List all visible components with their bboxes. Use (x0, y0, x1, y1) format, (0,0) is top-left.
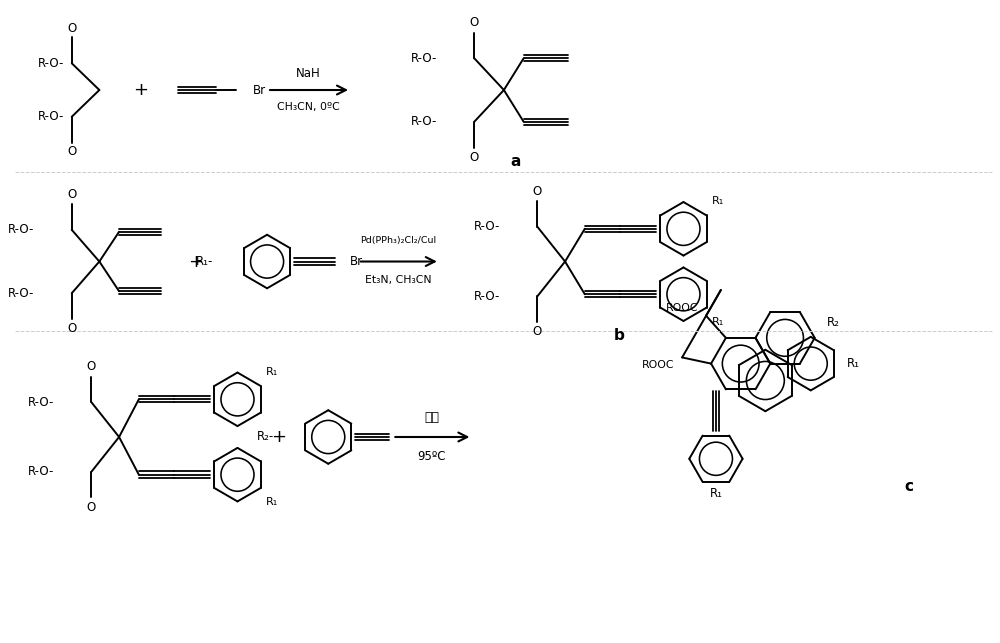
Text: R-O-: R-O- (474, 290, 500, 303)
Text: O: O (67, 22, 76, 35)
Text: O: O (470, 16, 479, 29)
Text: R₁: R₁ (712, 196, 724, 206)
Text: R₁-: R₁- (195, 255, 213, 268)
Text: 95ºC: 95ºC (418, 450, 446, 464)
Text: R₂: R₂ (827, 316, 839, 329)
Text: 甲苯: 甲苯 (424, 411, 439, 424)
Text: R-O-: R-O- (28, 396, 54, 409)
Text: ROOC: ROOC (642, 360, 674, 370)
Text: +: + (271, 428, 286, 446)
Text: R-O-: R-O- (410, 115, 437, 128)
Text: CH₃CN, 0ºC: CH₃CN, 0ºC (277, 102, 340, 112)
Text: O: O (87, 360, 96, 373)
Text: a: a (511, 154, 521, 169)
Text: R₂-: R₂- (257, 431, 274, 444)
Text: c: c (904, 479, 913, 494)
Text: Pd(PPh₃)₂Cl₂/CuI: Pd(PPh₃)₂Cl₂/CuI (360, 236, 436, 245)
Text: +: + (133, 81, 148, 99)
Text: O: O (533, 185, 542, 197)
Text: O: O (67, 145, 76, 158)
Text: O: O (67, 322, 76, 336)
Text: R-O-: R-O- (474, 221, 500, 233)
Text: R-O-: R-O- (37, 111, 64, 123)
Text: ROOC: ROOC (666, 303, 698, 313)
Text: R₁: R₁ (709, 487, 722, 500)
Text: NaH: NaH (296, 67, 321, 80)
Text: R₁: R₁ (847, 357, 860, 370)
Text: R-O-: R-O- (37, 57, 64, 69)
Text: O: O (87, 501, 96, 514)
Text: R₁: R₁ (266, 498, 278, 507)
Text: +: + (189, 253, 204, 271)
Text: O: O (470, 151, 479, 164)
Text: R₁: R₁ (266, 367, 278, 377)
Text: R-O-: R-O- (8, 223, 34, 236)
Text: R₁: R₁ (712, 317, 724, 327)
Text: R-O-: R-O- (410, 52, 437, 65)
Text: R-O-: R-O- (28, 465, 54, 478)
Text: O: O (67, 188, 76, 201)
Text: O: O (533, 325, 542, 338)
Text: R-O-: R-O- (8, 287, 34, 300)
Text: Br: Br (350, 255, 363, 268)
Text: Et₃N, CH₃CN: Et₃N, CH₃CN (365, 275, 432, 285)
Text: Br: Br (253, 84, 266, 96)
Text: b: b (614, 329, 625, 343)
